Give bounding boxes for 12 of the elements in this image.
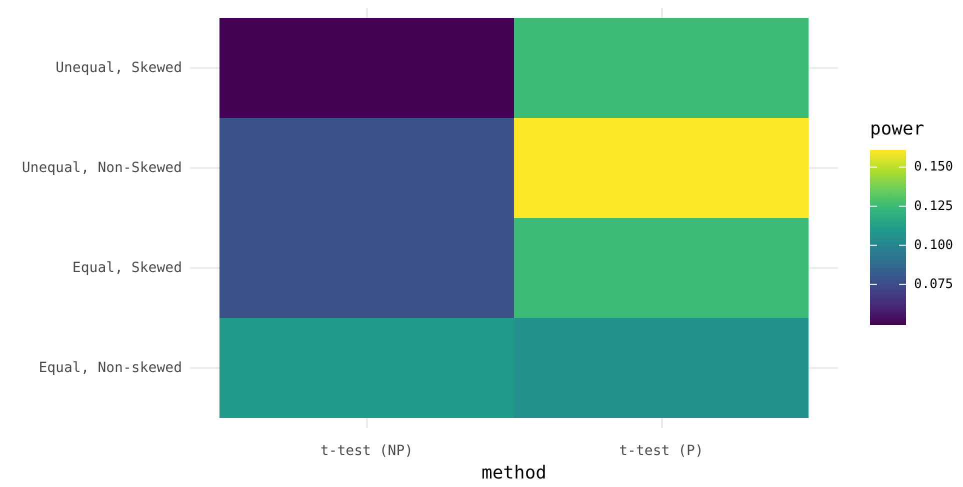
color-bar-label: 0.125 [914,198,954,214]
x-tick-label: t-test (NP) [320,443,414,459]
color-bar-label: 0.150 [914,160,954,175]
color-bar-label: 0.075 [914,276,954,292]
y-tick-label: Equal, Skewed [72,260,182,276]
x-axis-title: method [481,462,547,484]
y-tick-label: Unequal, Non-Skewed [22,160,182,176]
color-bar-title: power [870,118,924,140]
color-bar-label: 0.100 [914,238,954,253]
y-tick-label: Equal, Non-skewed [38,360,182,376]
x-tick-label: t-test (P) [619,443,704,459]
y-tick-label: Unequal, Skewed [56,60,182,76]
